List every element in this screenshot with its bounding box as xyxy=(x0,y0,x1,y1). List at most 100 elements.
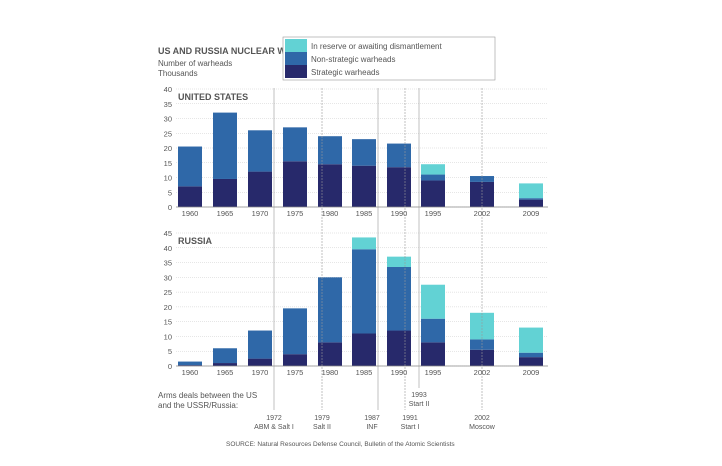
bar-nonstrategic-1960 xyxy=(178,146,202,187)
bar-strategic-1985 xyxy=(352,165,376,207)
bar-strategic-2009 xyxy=(519,357,543,366)
panel-russia: 0 5 10 15 20 25 30 35 40 45 RUSSIA 1960 1965 1970 1975… xyxy=(164,229,548,377)
bar-nonstrategic-1975 xyxy=(283,308,307,355)
y-tick-label: 25 xyxy=(164,288,172,297)
y-axis-label: Number of warheads xyxy=(158,59,232,68)
bar-nonstrategic-1965 xyxy=(213,112,237,179)
bar-strategic-1975 xyxy=(283,161,307,207)
deals-label-2: and the USSR/Russia: xyxy=(158,401,238,410)
bar-nonstrategic-1960 xyxy=(178,361,202,366)
x-tick-label: 1965 xyxy=(217,368,234,377)
bar-strategic-2002 xyxy=(470,349,494,366)
bar-strategic-1990 xyxy=(387,330,411,366)
deal-year: 1987 xyxy=(364,415,380,422)
x-tick-label: 1965 xyxy=(217,209,234,218)
y-tick-label: 35 xyxy=(164,259,172,268)
source-note: SOURCE: Natural Resources Defense Counci… xyxy=(226,441,455,448)
bar-nonstrategic-1970 xyxy=(248,130,272,172)
y-tick-label: 10 xyxy=(164,174,172,183)
y-tick-label: 15 xyxy=(164,159,172,168)
x-tick-label: 1995 xyxy=(425,209,442,218)
bar-nonstrategic-1965 xyxy=(213,348,237,364)
x-tick-label: 2009 xyxy=(523,368,540,377)
bar-nonstrategic-1990 xyxy=(387,143,411,168)
x-tick-label: 2002 xyxy=(474,209,491,218)
legend-label-nonstrategic: Non-strategic warheads xyxy=(311,55,395,64)
x-tick-label: 1995 xyxy=(425,368,442,377)
y-tick-label: 40 xyxy=(164,85,172,94)
bar-reserve-1995 xyxy=(421,284,445,319)
deal-year: 2002 xyxy=(474,415,490,422)
deal-name: Start II xyxy=(409,401,430,408)
bar-strategic-1980 xyxy=(318,342,342,366)
x-tick-label: 1970 xyxy=(252,209,269,218)
bar-nonstrategic-1975 xyxy=(283,127,307,162)
bar-nonstrategic-1980 xyxy=(318,136,342,165)
y-tick-label: 30 xyxy=(164,115,172,124)
y-tick-label: 30 xyxy=(164,273,172,282)
deal-name: Salt II xyxy=(313,424,331,431)
panel-title: RUSSIA xyxy=(178,236,213,246)
panel-title: UNITED STATES xyxy=(178,92,248,102)
x-tick-label: 1975 xyxy=(287,368,304,377)
bar-reserve-1995 xyxy=(421,164,445,175)
chart-title: US AND RUSSIA NUCLEAR WEAPONS xyxy=(158,46,324,56)
deal-year: 1993 xyxy=(411,392,427,399)
bar-strategic-1965 xyxy=(213,363,237,366)
x-tick-label: 1980 xyxy=(322,209,339,218)
bar-reserve-2009 xyxy=(519,327,543,353)
x-tick-label: 2009 xyxy=(523,209,540,218)
deal-name: Moscow xyxy=(469,424,496,431)
bar-strategic-1970 xyxy=(248,171,272,207)
y-tick-label: 5 xyxy=(168,188,172,197)
bar-strategic-1975 xyxy=(283,354,307,366)
bar-strategic-1985 xyxy=(352,333,376,366)
legend-swatch-strategic xyxy=(285,65,307,78)
y-tick-label: 20 xyxy=(164,303,172,312)
bar-nonstrategic-1970 xyxy=(248,330,272,359)
legend-label-reserve: In reserve or awaiting dismantlement xyxy=(311,42,443,51)
x-tick-label: 1960 xyxy=(182,368,199,377)
bar-nonstrategic-1990 xyxy=(387,266,411,331)
deal-name: INF xyxy=(366,424,377,431)
bar-strategic-1990 xyxy=(387,167,411,207)
bar-reserve-1985 xyxy=(352,237,376,250)
bar-nonstrategic-2009 xyxy=(519,352,543,358)
bar-reserve-2009 xyxy=(519,183,543,199)
y-tick-label: 5 xyxy=(168,347,172,356)
legend-swatch-reserve xyxy=(285,39,307,52)
x-tick-label: 1985 xyxy=(356,368,373,377)
y-axis-unit: Thousands xyxy=(158,69,198,78)
legend-label-strategic: Strategic warheads xyxy=(311,68,379,77)
bar-strategic-1995 xyxy=(421,180,445,207)
deal-year: 1979 xyxy=(314,415,330,422)
deal-year: 1972 xyxy=(266,415,282,422)
panel-us: 0 5 10 15 20 25 30 35 40 UNITED STATES 1960 1965 197… xyxy=(164,85,548,218)
x-tick-label: 1960 xyxy=(182,209,199,218)
bar-strategic-1965 xyxy=(213,178,237,207)
x-tick-label: 1975 xyxy=(287,209,304,218)
x-tick-label: 1990 xyxy=(391,368,408,377)
bar-nonstrategic-1995 xyxy=(421,174,445,181)
bar-nonstrategic-1985 xyxy=(352,249,376,334)
y-tick-label: 15 xyxy=(164,318,172,327)
y-tick-label: 40 xyxy=(164,244,172,253)
y-tick-label: 0 xyxy=(168,203,172,212)
bar-nonstrategic-1995 xyxy=(421,318,445,343)
y-tick-label: 35 xyxy=(164,100,172,109)
y-tick-label: 25 xyxy=(164,129,172,138)
arms-deals: 1972 ABM & Salt I 1979 Salt II 1987 INF 1991 St… xyxy=(254,88,496,431)
y-tick-label: 0 xyxy=(168,362,172,371)
bar-strategic-1980 xyxy=(318,164,342,207)
legend: In reserve or awaiting dismantlement Non… xyxy=(282,36,496,81)
bar-nonstrategic-1980 xyxy=(318,277,342,343)
y-tick-label: 45 xyxy=(164,229,172,238)
bar-reserve-1990 xyxy=(387,256,411,267)
bar-strategic-1995 xyxy=(421,342,445,366)
x-tick-label: 1970 xyxy=(252,368,269,377)
deal-name: ABM & Salt I xyxy=(254,424,294,431)
x-tick-label: 1985 xyxy=(356,209,373,218)
x-tick-label: 2002 xyxy=(474,368,491,377)
deals-label: Arms deals between the US xyxy=(158,391,257,400)
